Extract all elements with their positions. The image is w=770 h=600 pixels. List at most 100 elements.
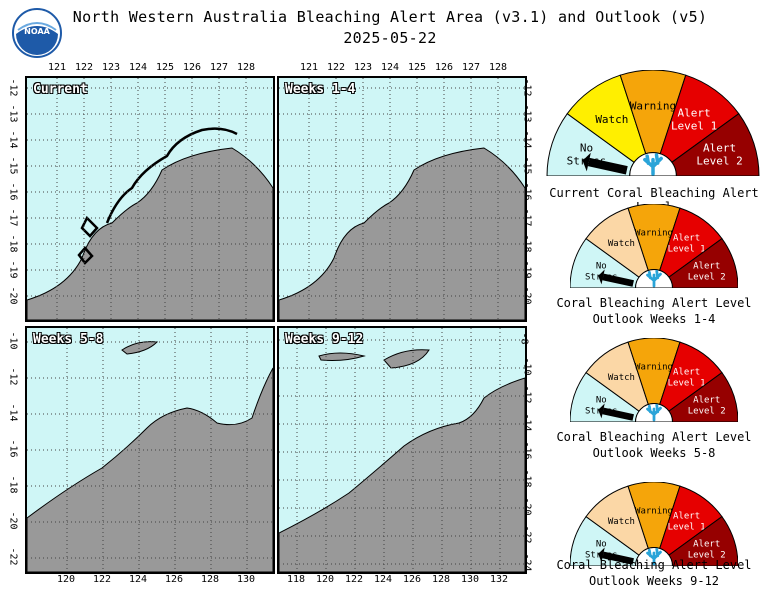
- lat-tick-label: -20: [521, 286, 533, 305]
- lat-tick-label: -15: [521, 156, 533, 175]
- gauge-level-label: Watch: [608, 373, 635, 383]
- noaa-logo-icon: NOAA: [12, 8, 62, 58]
- map-panel-current: Current: [25, 76, 275, 322]
- lat-tick-label: -12: [7, 78, 19, 97]
- lon-tick-label: 124: [374, 574, 393, 585]
- lat-tick-label: -12: [521, 385, 533, 404]
- lat-tick-label: -18: [521, 469, 533, 488]
- lon-tick-label: 127: [462, 62, 481, 73]
- gauge-needle-head: [598, 547, 605, 563]
- gauge-level-label: Watch: [608, 239, 635, 249]
- lon-tick-label: 122: [75, 62, 94, 73]
- lon-tick-label: 122: [327, 62, 346, 73]
- alert-gauge: NoStressWatchWarningAlertLevel 1AlertLev…: [570, 482, 738, 566]
- panel-label-weeks-1-4: Weeks 1-4: [285, 82, 356, 97]
- gauge-level-label: Level 2: [688, 272, 726, 282]
- lat-tick-label: -16: [521, 182, 533, 201]
- gauge-level-label: Warning: [635, 229, 673, 239]
- coral-icon: [643, 153, 663, 176]
- lon-tick-label: 126: [403, 574, 422, 585]
- lon-tick-label: 128: [489, 62, 508, 73]
- gauge-level-label: Alert: [673, 512, 700, 522]
- gauge-level-label: Alert: [693, 395, 720, 405]
- lat-tick-label: -16: [521, 441, 533, 460]
- lon-tick-label: 130: [237, 574, 256, 585]
- gauge-needle-head: [598, 269, 605, 285]
- gauge-level-label: Alert: [673, 234, 700, 244]
- gauge-level-label: Warning: [635, 507, 673, 517]
- gauge-level-label: Level 2: [688, 550, 726, 560]
- coral-icon: [646, 547, 662, 566]
- gauge-caption-period: Outlook Weeks 5-8: [592, 446, 716, 460]
- page-title: North Western Australia Bleaching Alert …: [72, 8, 708, 26]
- gauge-needle-icon: [602, 551, 634, 565]
- lat-tick-label: -17: [7, 208, 19, 227]
- map-panel-weeks-9-12: Weeks 9-12: [277, 326, 527, 574]
- lat-tick-label: -14: [7, 403, 19, 422]
- lon-tick-label: 121: [48, 62, 67, 73]
- alert-gauge: NoStressWatchWarningAlertLevel 1AlertLev…: [570, 338, 738, 422]
- lat-tick-label: -24: [521, 553, 533, 572]
- lon-tick-label: 124: [129, 62, 148, 73]
- lon-tick-label: 132: [490, 574, 509, 585]
- lat-tick-label: -16: [7, 439, 19, 458]
- gauge-level-label: Watch: [608, 517, 635, 527]
- lon-tick-label: 118: [287, 574, 306, 585]
- lon-tick-label: 125: [408, 62, 427, 73]
- panel-label-weeks-5-8: Weeks 5-8: [33, 332, 104, 347]
- lat-tick-label: -20: [7, 286, 19, 305]
- gauge-caption-period: Outlook Weeks 9-12: [588, 574, 720, 588]
- lat-tick-label: -22: [521, 525, 533, 544]
- lat-tick-label: -8: [518, 332, 530, 345]
- lon-tick-label: 120: [57, 574, 76, 585]
- gauge-level-label: Warning: [635, 363, 673, 373]
- alert-gauge: NoStressWatchWarningAlertLevel 1AlertLev…: [546, 70, 760, 176]
- lat-tick-label: -22: [7, 547, 19, 566]
- gauge-level-label: No: [596, 539, 607, 549]
- lat-tick-label: -13: [7, 104, 19, 123]
- map-current-svg: [27, 78, 273, 320]
- lat-tick-label: -14: [521, 130, 533, 149]
- lon-tick-label: 124: [129, 574, 148, 585]
- lat-tick-label: -13: [521, 104, 533, 123]
- alert-gauge: NoStressWatchWarningAlertLevel 1AlertLev…: [570, 204, 738, 288]
- lat-tick-label: -12: [521, 78, 533, 97]
- lat-tick-label: -20: [7, 511, 19, 530]
- lat-tick-label: -15: [7, 156, 19, 175]
- lat-tick-label: -14: [521, 413, 533, 432]
- gauge-needle-icon: [602, 407, 634, 421]
- lon-tick-label: 122: [345, 574, 364, 585]
- gauge-caption-period: Outlook Weeks 1-4: [592, 312, 716, 326]
- gauge-needle-icon: [587, 157, 628, 175]
- lon-tick-label: 128: [201, 574, 220, 585]
- panel-label-current: Current: [33, 82, 88, 97]
- gauge-needle-head: [598, 403, 605, 419]
- lon-tick-label: 124: [381, 62, 400, 73]
- gauge-level-label: Level 1: [668, 245, 706, 255]
- gauge-level-label: Alert: [673, 368, 700, 378]
- gauge-caption: Coral Bleaching Alert Level: [556, 296, 752, 310]
- map-weeks-9-12-svg: [279, 328, 525, 572]
- coral-icon: [646, 269, 662, 288]
- page-date: 2025-05-22: [343, 29, 437, 47]
- gauge-level-label: Level 2: [688, 406, 726, 416]
- lon-tick-label: 123: [354, 62, 373, 73]
- lat-tick-label: -12: [7, 367, 19, 386]
- lon-tick-label: 128: [237, 62, 256, 73]
- map-weeks-5-8-svg: [27, 328, 273, 572]
- lat-tick-label: -18: [521, 234, 533, 253]
- lat-tick-label: -17: [521, 208, 533, 227]
- gauge-level-label: Alert: [678, 107, 711, 120]
- lat-tick-label: -16: [7, 182, 19, 201]
- gauge-level-label: Alert: [703, 142, 736, 155]
- map-panel-weeks-5-8: Weeks 5-8: [25, 326, 275, 574]
- lat-tick-label: -18: [7, 475, 19, 494]
- lat-tick-label: -14: [7, 130, 19, 149]
- gauge-level-label: Level 1: [668, 523, 706, 533]
- svg-text:NOAA: NOAA: [24, 27, 50, 36]
- gauge-level-label: Warning: [630, 100, 676, 113]
- gauge-level-label: Level 1: [668, 379, 706, 389]
- lon-tick-label: 120: [316, 574, 335, 585]
- gauge-level-label: Alert: [693, 539, 720, 549]
- lat-tick-label: -20: [521, 497, 533, 516]
